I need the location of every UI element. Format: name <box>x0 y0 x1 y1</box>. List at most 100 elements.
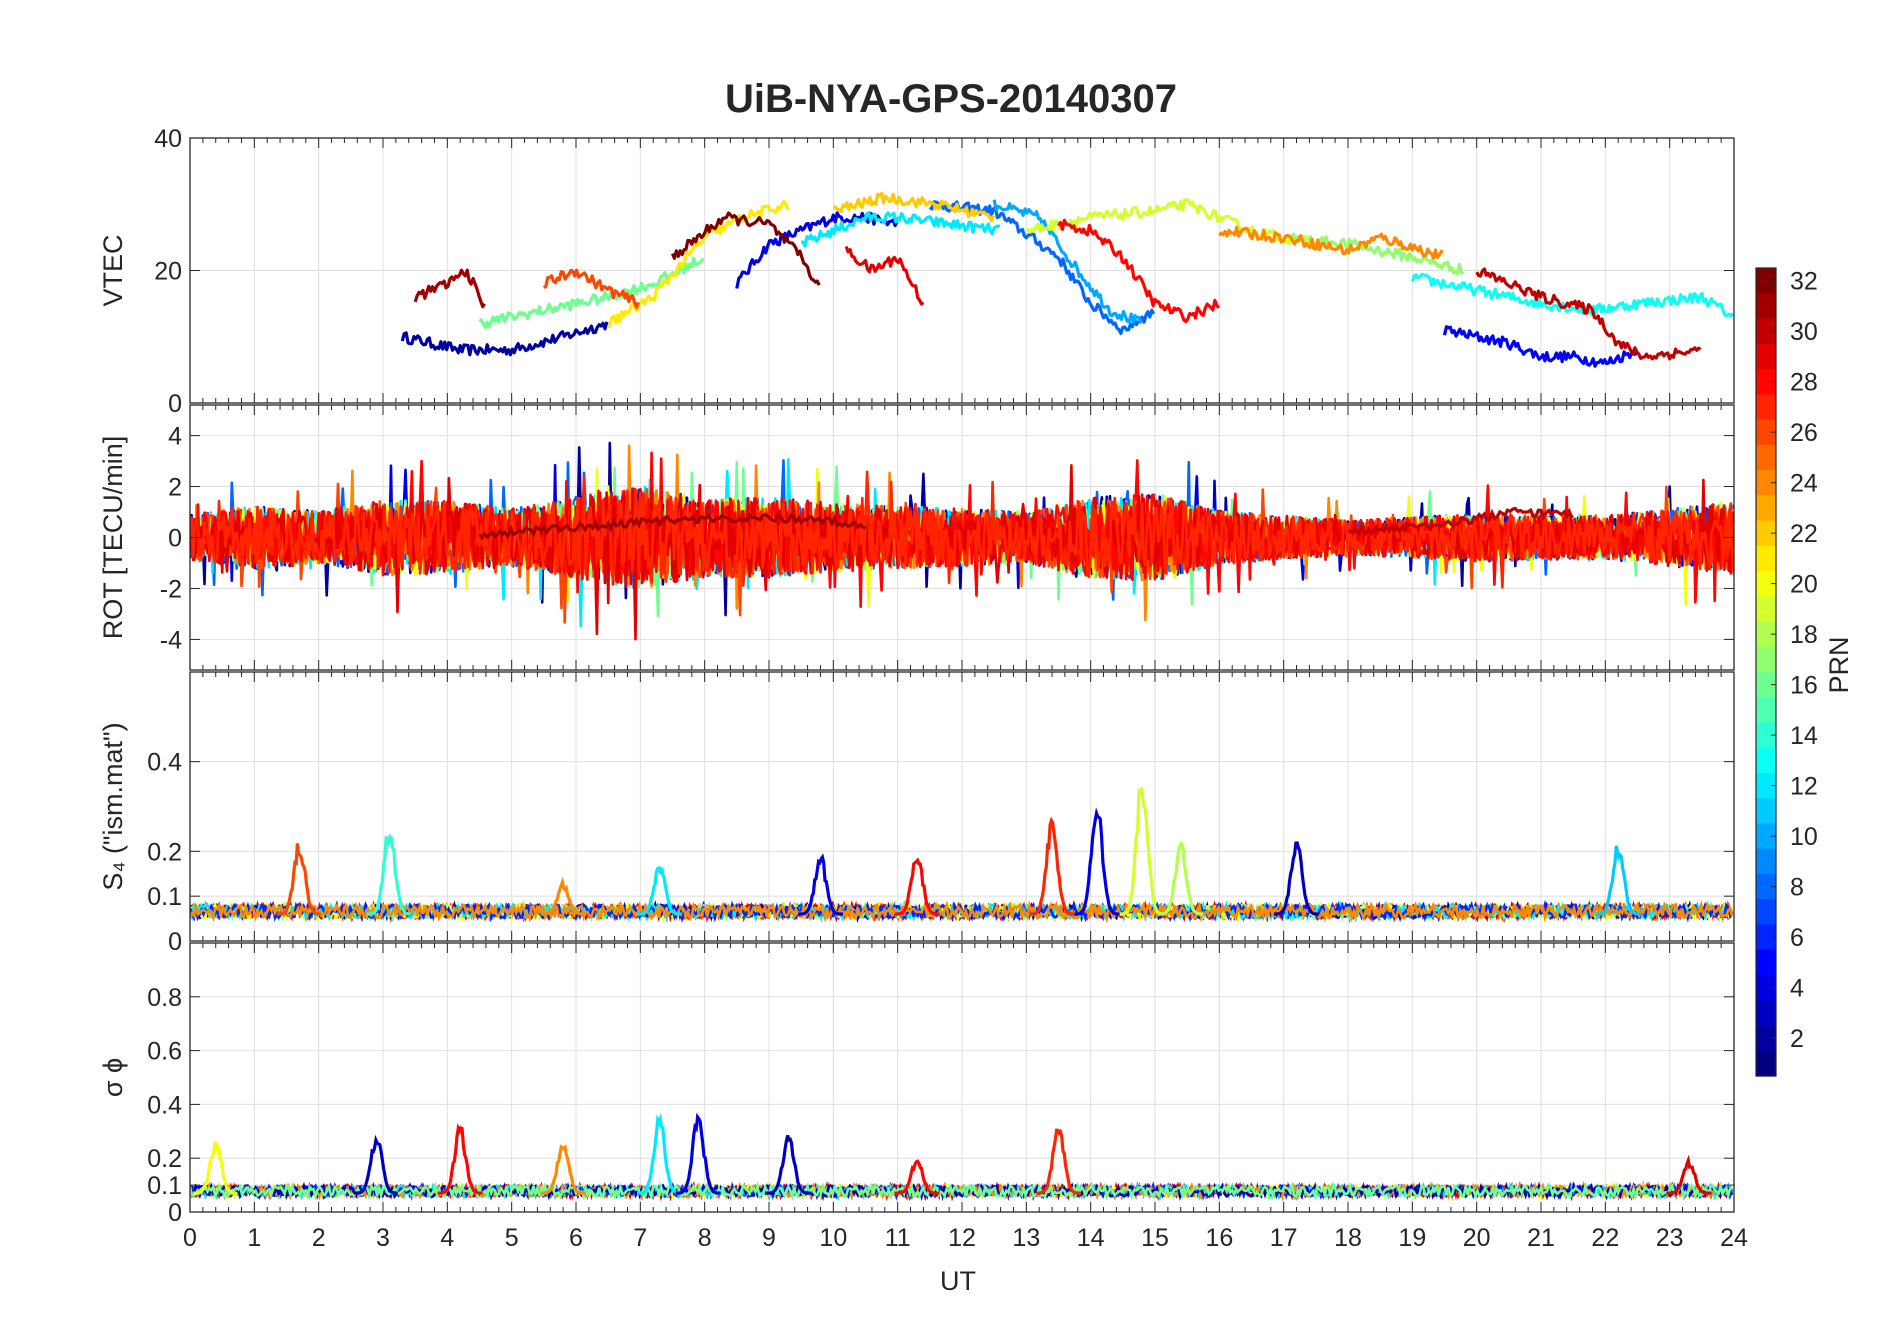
rot-trend-prn-31 <box>478 511 867 541</box>
x-tick-label: 9 <box>762 1224 776 1252</box>
y-tick-label: 4 <box>168 423 182 451</box>
colorbar-swatch <box>1756 268 1776 294</box>
y-tick-label: 0.2 <box>147 1145 182 1173</box>
colorbar-swatch <box>1756 924 1776 951</box>
vtec-panel: 0 20 40 VTEC <box>98 125 1735 418</box>
colorbar-tick-label: 2 <box>1790 1025 1804 1053</box>
x-tick-label: 18 <box>1334 1224 1362 1252</box>
series-prn-31 <box>413 268 486 309</box>
y-tick-label: 0.6 <box>147 1038 182 1066</box>
peak-prn-24 <box>540 1144 586 1195</box>
colorbar-swatch <box>1756 773 1776 799</box>
x-tick-label: 0 <box>183 1224 197 1252</box>
colorbar-swatch <box>1756 975 1776 1001</box>
colorbar-swatch <box>1756 697 1776 724</box>
y-tick-label: 20 <box>154 258 182 286</box>
series-prn-16 <box>478 256 705 330</box>
peak-prn-28 <box>894 1159 940 1195</box>
x-tick-label: 19 <box>1398 1224 1426 1252</box>
x-tick-label: 6 <box>569 1224 583 1252</box>
colorbar-tick-label: 10 <box>1790 823 1818 851</box>
colorbar-swatch <box>1756 848 1776 875</box>
sigma-phi-panel-data <box>190 1112 1734 1202</box>
colorbar-swatch <box>1756 495 1776 522</box>
y-tick-label: 0 <box>168 525 182 553</box>
peak-prn-20 <box>193 1141 237 1195</box>
series-prn-10 <box>992 199 1143 324</box>
rot-trace-prn-20 <box>190 467 1734 608</box>
peak-prn-3 <box>353 1134 398 1195</box>
rot-panel-ylabel: ROT [TECU/min] <box>98 436 128 640</box>
colorbar-tick-label: 6 <box>1790 924 1804 952</box>
colorbar-swatch <box>1756 1050 1776 1077</box>
colorbar-tick-label: 32 <box>1790 268 1818 296</box>
colorbar-swatch <box>1756 646 1776 673</box>
colorbar-swatch <box>1756 621 1776 648</box>
x-tick-label: 8 <box>698 1224 712 1252</box>
peak-prn-24 <box>540 876 586 916</box>
peak-prn-11 <box>1595 845 1641 916</box>
s4-panel: 0 0.1 0.2 0.4 S₄ ("ism.mat") <box>98 671 1735 956</box>
colorbar-swatch <box>1756 571 1776 597</box>
series-prn-30 <box>1475 267 1702 361</box>
series-prn-22 <box>833 191 996 223</box>
x-tick-label: 17 <box>1270 1224 1298 1252</box>
x-tick-label: 7 <box>633 1224 647 1252</box>
series-prn-26 <box>543 268 640 309</box>
y-tick-label: 0.1 <box>147 883 182 911</box>
colorbar-swatch <box>1756 1000 1776 1027</box>
series-prn-19 <box>1025 198 1317 248</box>
y-tick-label: 0.4 <box>147 1091 182 1119</box>
s4-panel-ylabel: S₄ ("ism.mat") <box>98 722 128 890</box>
colorbar-swatch <box>1756 470 1776 496</box>
y-tick-label: 0.8 <box>147 984 182 1012</box>
colorbar-tick-label: 26 <box>1790 419 1818 447</box>
y-tick-label: 0.2 <box>147 838 182 866</box>
peak-prn-4 <box>798 853 843 916</box>
colorbar-tick-label: 22 <box>1790 520 1818 548</box>
colorbar-swatch <box>1756 874 1776 900</box>
colorbar-swatch <box>1756 798 1776 825</box>
colorbar-swatch <box>1756 545 1776 572</box>
peak-prn-27 <box>1035 1128 1082 1195</box>
peak-prn-3 <box>765 1134 811 1195</box>
colorbar-swatch <box>1756 343 1776 370</box>
colorbar-tick-label: 16 <box>1790 672 1818 700</box>
colorbar-tick-label: 8 <box>1790 874 1804 902</box>
x-tick-label: 5 <box>505 1224 519 1252</box>
y-tick-label: -4 <box>160 626 182 654</box>
colorbar-tick-label: 14 <box>1790 722 1818 750</box>
y-tick-label: 0 <box>168 390 182 418</box>
series-prn-13 <box>1410 272 1734 318</box>
series-prn-8 <box>928 200 1156 335</box>
peak-prn-28 <box>894 857 940 916</box>
peak-prn-29 <box>1666 1154 1712 1195</box>
peak-prn-3 <box>1274 841 1319 916</box>
y-tick-label: -2 <box>160 575 182 603</box>
x-tick-label: 10 <box>819 1224 847 1252</box>
colorbar-tick-label: 24 <box>1790 470 1818 498</box>
rot-trend-prn-30 <box>1347 506 1574 537</box>
colorbar-box <box>1755 267 1777 1077</box>
vtec-panel-data <box>400 191 1734 368</box>
colorbar-swatch <box>1756 899 1776 926</box>
peak-prn-28 <box>437 1123 483 1195</box>
series-prn-32 <box>671 211 821 286</box>
x-tick-label: 15 <box>1141 1224 1169 1252</box>
y-tick-label: 0 <box>168 1199 182 1227</box>
colorbar-tick-label: 28 <box>1790 369 1818 397</box>
x-tick-label: 20 <box>1463 1224 1491 1252</box>
peak-prn-27 <box>1029 816 1075 916</box>
colorbar-swatch <box>1756 419 1776 446</box>
colorbar-swatch <box>1756 1025 1776 1052</box>
sigma-phi-panel: 00.10.20.40.60.8σ ϕ0 1 2 3 4 5 6 7 8 9 10 11 12 13 14 1… <box>98 942 1748 1252</box>
sigma-phi-panel-ylabel: σ ϕ <box>98 1058 128 1097</box>
rot-panel: -4 -2 0 2 4 ROT [TECU/min] <box>98 404 1735 671</box>
x-tick-label: 23 <box>1656 1224 1684 1252</box>
x-tick-label: 4 <box>440 1224 454 1252</box>
y-tick-label: 0.1 <box>147 1172 182 1200</box>
x-tick-label: 2 <box>312 1224 326 1252</box>
y-tick-label: 2 <box>168 474 182 502</box>
